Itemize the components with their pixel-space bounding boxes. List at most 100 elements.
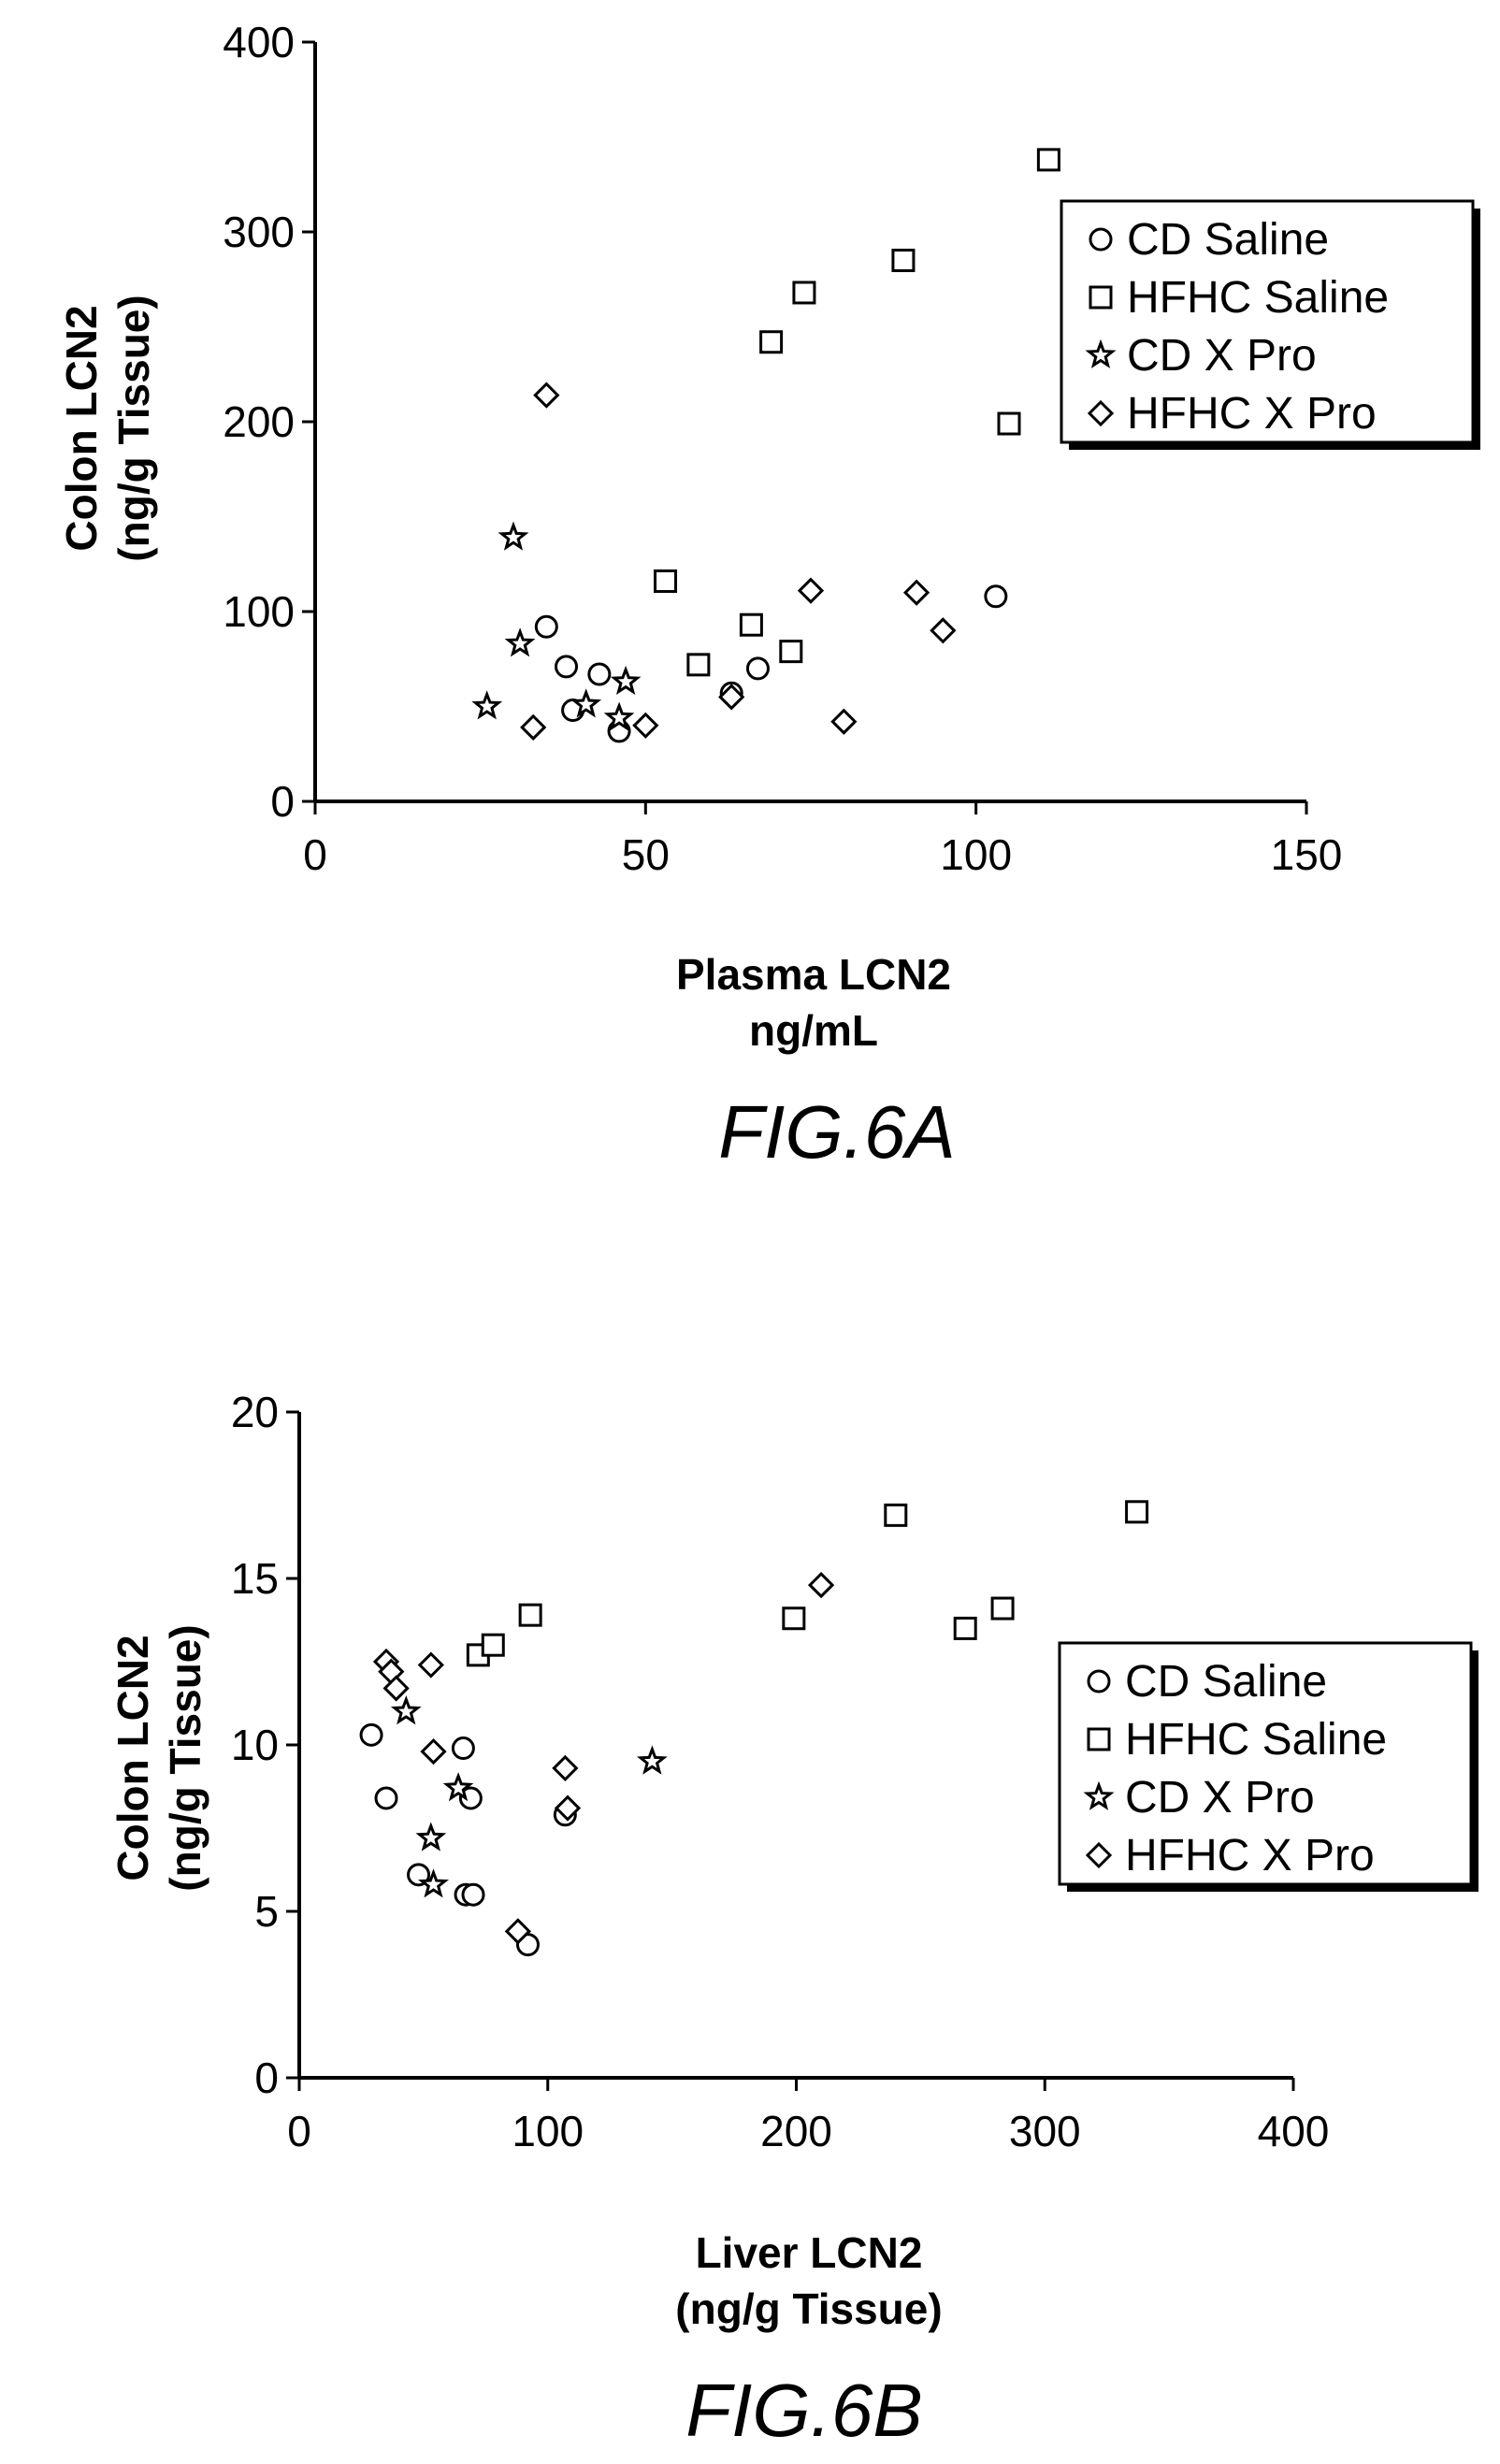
legend-entry-label: CD X Pro bbox=[1127, 331, 1317, 381]
square-marker bbox=[759, 330, 784, 354]
figure-caption-6a: FIG.6A bbox=[718, 1090, 955, 1174]
legend-box bbox=[1060, 199, 1475, 444]
legend-diamond-icon bbox=[1087, 399, 1115, 427]
square-marker bbox=[654, 569, 678, 594]
x-tick-label: 100 bbox=[940, 830, 1012, 879]
y-tick-label: 200 bbox=[223, 397, 295, 446]
diamond-marker bbox=[632, 712, 659, 739]
diamond-marker bbox=[902, 579, 930, 606]
square-marker bbox=[779, 640, 803, 664]
star-marker bbox=[504, 627, 536, 657]
x-tick-label: 300 bbox=[1009, 2107, 1081, 2155]
square-marker bbox=[884, 1503, 908, 1527]
legend-circle-icon bbox=[1089, 227, 1113, 252]
legend: CD Saline HFHC Saline CD X Pro HFHC X Pro bbox=[1060, 199, 1480, 450]
x-tick-label: 400 bbox=[1258, 2107, 1330, 2155]
y-tick-label: 0 bbox=[254, 2053, 279, 2102]
circle-marker bbox=[374, 1786, 398, 1810]
x-tick-label: 150 bbox=[1271, 830, 1343, 879]
square-marker bbox=[686, 653, 711, 677]
square-marker bbox=[990, 1596, 1015, 1621]
star-marker bbox=[610, 665, 642, 696]
legend-diamond-icon bbox=[1085, 1841, 1113, 1869]
figure-caption-6b: FIG.6B bbox=[685, 2369, 922, 2452]
legend-star-icon bbox=[1083, 1780, 1115, 1810]
y-axis-label-group: Colon LCN2 (ng/g Tissue) bbox=[108, 1624, 209, 1891]
circle-marker bbox=[458, 1786, 483, 1810]
y-tick-label: 5 bbox=[254, 1887, 279, 1936]
star-marker bbox=[418, 1868, 449, 1898]
y-tick-label: 0 bbox=[270, 777, 295, 826]
y-axis-label-group: Colon LCN2 (ng/g Tissue) bbox=[57, 295, 158, 561]
diamond-marker bbox=[420, 1737, 447, 1765]
diamond-marker bbox=[797, 577, 825, 604]
square-marker bbox=[997, 411, 1021, 436]
diamond-marker bbox=[520, 713, 547, 741]
x-axis-label-units: (ng/g Tissue) bbox=[675, 2284, 942, 2333]
star-marker bbox=[498, 521, 529, 551]
diamond-marker bbox=[830, 708, 858, 735]
circle-marker bbox=[451, 1736, 475, 1761]
y-tick-label: 15 bbox=[231, 1554, 279, 1603]
star-marker bbox=[603, 701, 635, 731]
legend-entry-label: CD X Pro bbox=[1125, 1773, 1315, 1823]
y-axis-label-units: (ng/g Tissue) bbox=[161, 1624, 209, 1891]
legend-entry-label: HFHC X Pro bbox=[1125, 1831, 1375, 1880]
star-marker bbox=[636, 1745, 668, 1775]
circle-marker bbox=[534, 614, 558, 639]
y-axis-label-units: (ng/g Tissue) bbox=[109, 295, 158, 561]
square-marker bbox=[953, 1616, 977, 1640]
x-tick-label: 50 bbox=[622, 830, 670, 879]
circle-marker bbox=[587, 662, 612, 686]
legend-entry-label: CD Saline bbox=[1127, 215, 1329, 265]
diamond-marker bbox=[417, 1651, 444, 1679]
square-marker bbox=[739, 612, 763, 637]
square-marker bbox=[782, 1607, 806, 1631]
diamond-marker bbox=[930, 617, 957, 644]
legend: CD Saline HFHC Saline CD X Pro HFHC X Pro bbox=[1058, 1641, 1478, 1892]
square-marker bbox=[1036, 148, 1060, 172]
y-axis-label: Colon LCN2 bbox=[57, 305, 106, 551]
circle-marker bbox=[745, 656, 770, 681]
legend-square-icon bbox=[1087, 1727, 1111, 1751]
y-tick-label: 400 bbox=[223, 18, 295, 66]
square-marker bbox=[1125, 1500, 1149, 1524]
x-axis-label-units: ng/mL bbox=[749, 1006, 878, 1055]
square-marker bbox=[481, 1633, 505, 1657]
circle-marker bbox=[461, 1882, 485, 1907]
star-marker bbox=[415, 1822, 447, 1852]
star-marker bbox=[442, 1772, 474, 1802]
y-tick-label: 10 bbox=[231, 1721, 279, 1769]
y-tick-label: 300 bbox=[223, 208, 295, 256]
legend-circle-icon bbox=[1087, 1669, 1111, 1693]
scatter-plot-6a: 0 100 200 300 400 0 50 100 150 Plasma LCN2 ng/mL Co… bbox=[57, 18, 1480, 1055]
legend-entry-label: HFHC X Pro bbox=[1127, 389, 1377, 439]
y-tick-label: 100 bbox=[223, 587, 295, 636]
legend-star-icon bbox=[1085, 339, 1117, 368]
legend-entry-label: CD Saline bbox=[1125, 1657, 1327, 1707]
y-tick-label: 20 bbox=[231, 1388, 279, 1436]
circle-marker bbox=[555, 655, 579, 679]
star-marker bbox=[390, 1695, 422, 1725]
diamond-marker bbox=[554, 1794, 582, 1822]
diamond-marker bbox=[533, 382, 560, 409]
diamond-marker bbox=[552, 1754, 579, 1782]
diamond-marker bbox=[718, 684, 745, 711]
diamond-marker bbox=[382, 1675, 410, 1702]
circle-marker bbox=[984, 584, 1008, 609]
x-tick-label: 100 bbox=[512, 2107, 584, 2155]
circle-marker bbox=[359, 1722, 383, 1747]
x-tick-label: 200 bbox=[760, 2107, 832, 2155]
x-axis-label: Plasma LCN2 bbox=[676, 950, 951, 999]
square-marker bbox=[792, 281, 816, 305]
star-marker bbox=[570, 688, 602, 718]
diamond-marker bbox=[504, 1918, 531, 1945]
legend-square-icon bbox=[1089, 285, 1113, 310]
x-axis-label: Liver LCN2 bbox=[696, 2228, 923, 2277]
legend-box bbox=[1058, 1641, 1473, 1886]
diamond-marker bbox=[807, 1571, 835, 1599]
square-marker bbox=[891, 248, 916, 272]
x-tick-label: 0 bbox=[287, 2107, 311, 2155]
